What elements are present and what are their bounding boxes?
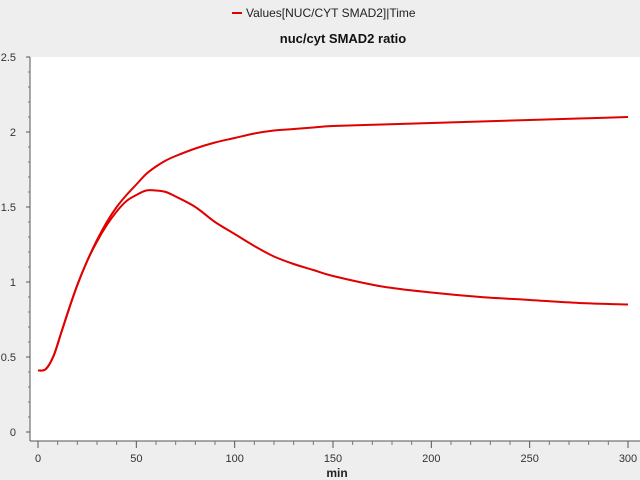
legend: Values[NUC/CYT SMAD2]|Time <box>232 6 416 20</box>
y-tick-label: 1 <box>10 277 16 289</box>
y-tick-label: 0 <box>10 427 16 439</box>
x-tick-label: 300 <box>619 453 637 465</box>
x-tick-label: 250 <box>520 453 538 465</box>
y-tick-label: 0.5 <box>1 352 16 364</box>
y-tick-label: 2 <box>10 127 16 139</box>
x-tick-label: 100 <box>225 453 243 465</box>
x-tick-label: 150 <box>324 453 342 465</box>
series-line-2 <box>37 189 629 372</box>
chart-title: nuc/cyt SMAD2 ratio <box>280 31 406 46</box>
x-tick-label: 200 <box>422 453 440 465</box>
x-tick-label: 0 <box>35 453 41 465</box>
legend-label: Values[NUC/CYT SMAD2]|Time <box>246 6 416 20</box>
y-tick-label: 1.5 <box>1 202 16 214</box>
y-axis: 0 0.5 1 1.5 2 2.5 <box>1 52 31 441</box>
series-layer <box>37 116 629 372</box>
x-tick-label: 50 <box>130 453 142 465</box>
plot-area <box>30 57 640 441</box>
x-axis: 0 50 100 150 200 250 300 <box>30 440 640 465</box>
y-tick-label: 2.5 <box>1 52 16 64</box>
x-axis-label: min <box>326 466 347 480</box>
